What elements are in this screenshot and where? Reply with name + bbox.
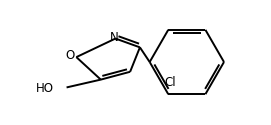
Text: O: O [66, 49, 75, 62]
Text: N: N [110, 31, 119, 44]
Text: HO: HO [36, 82, 54, 95]
Text: Cl: Cl [164, 76, 176, 89]
